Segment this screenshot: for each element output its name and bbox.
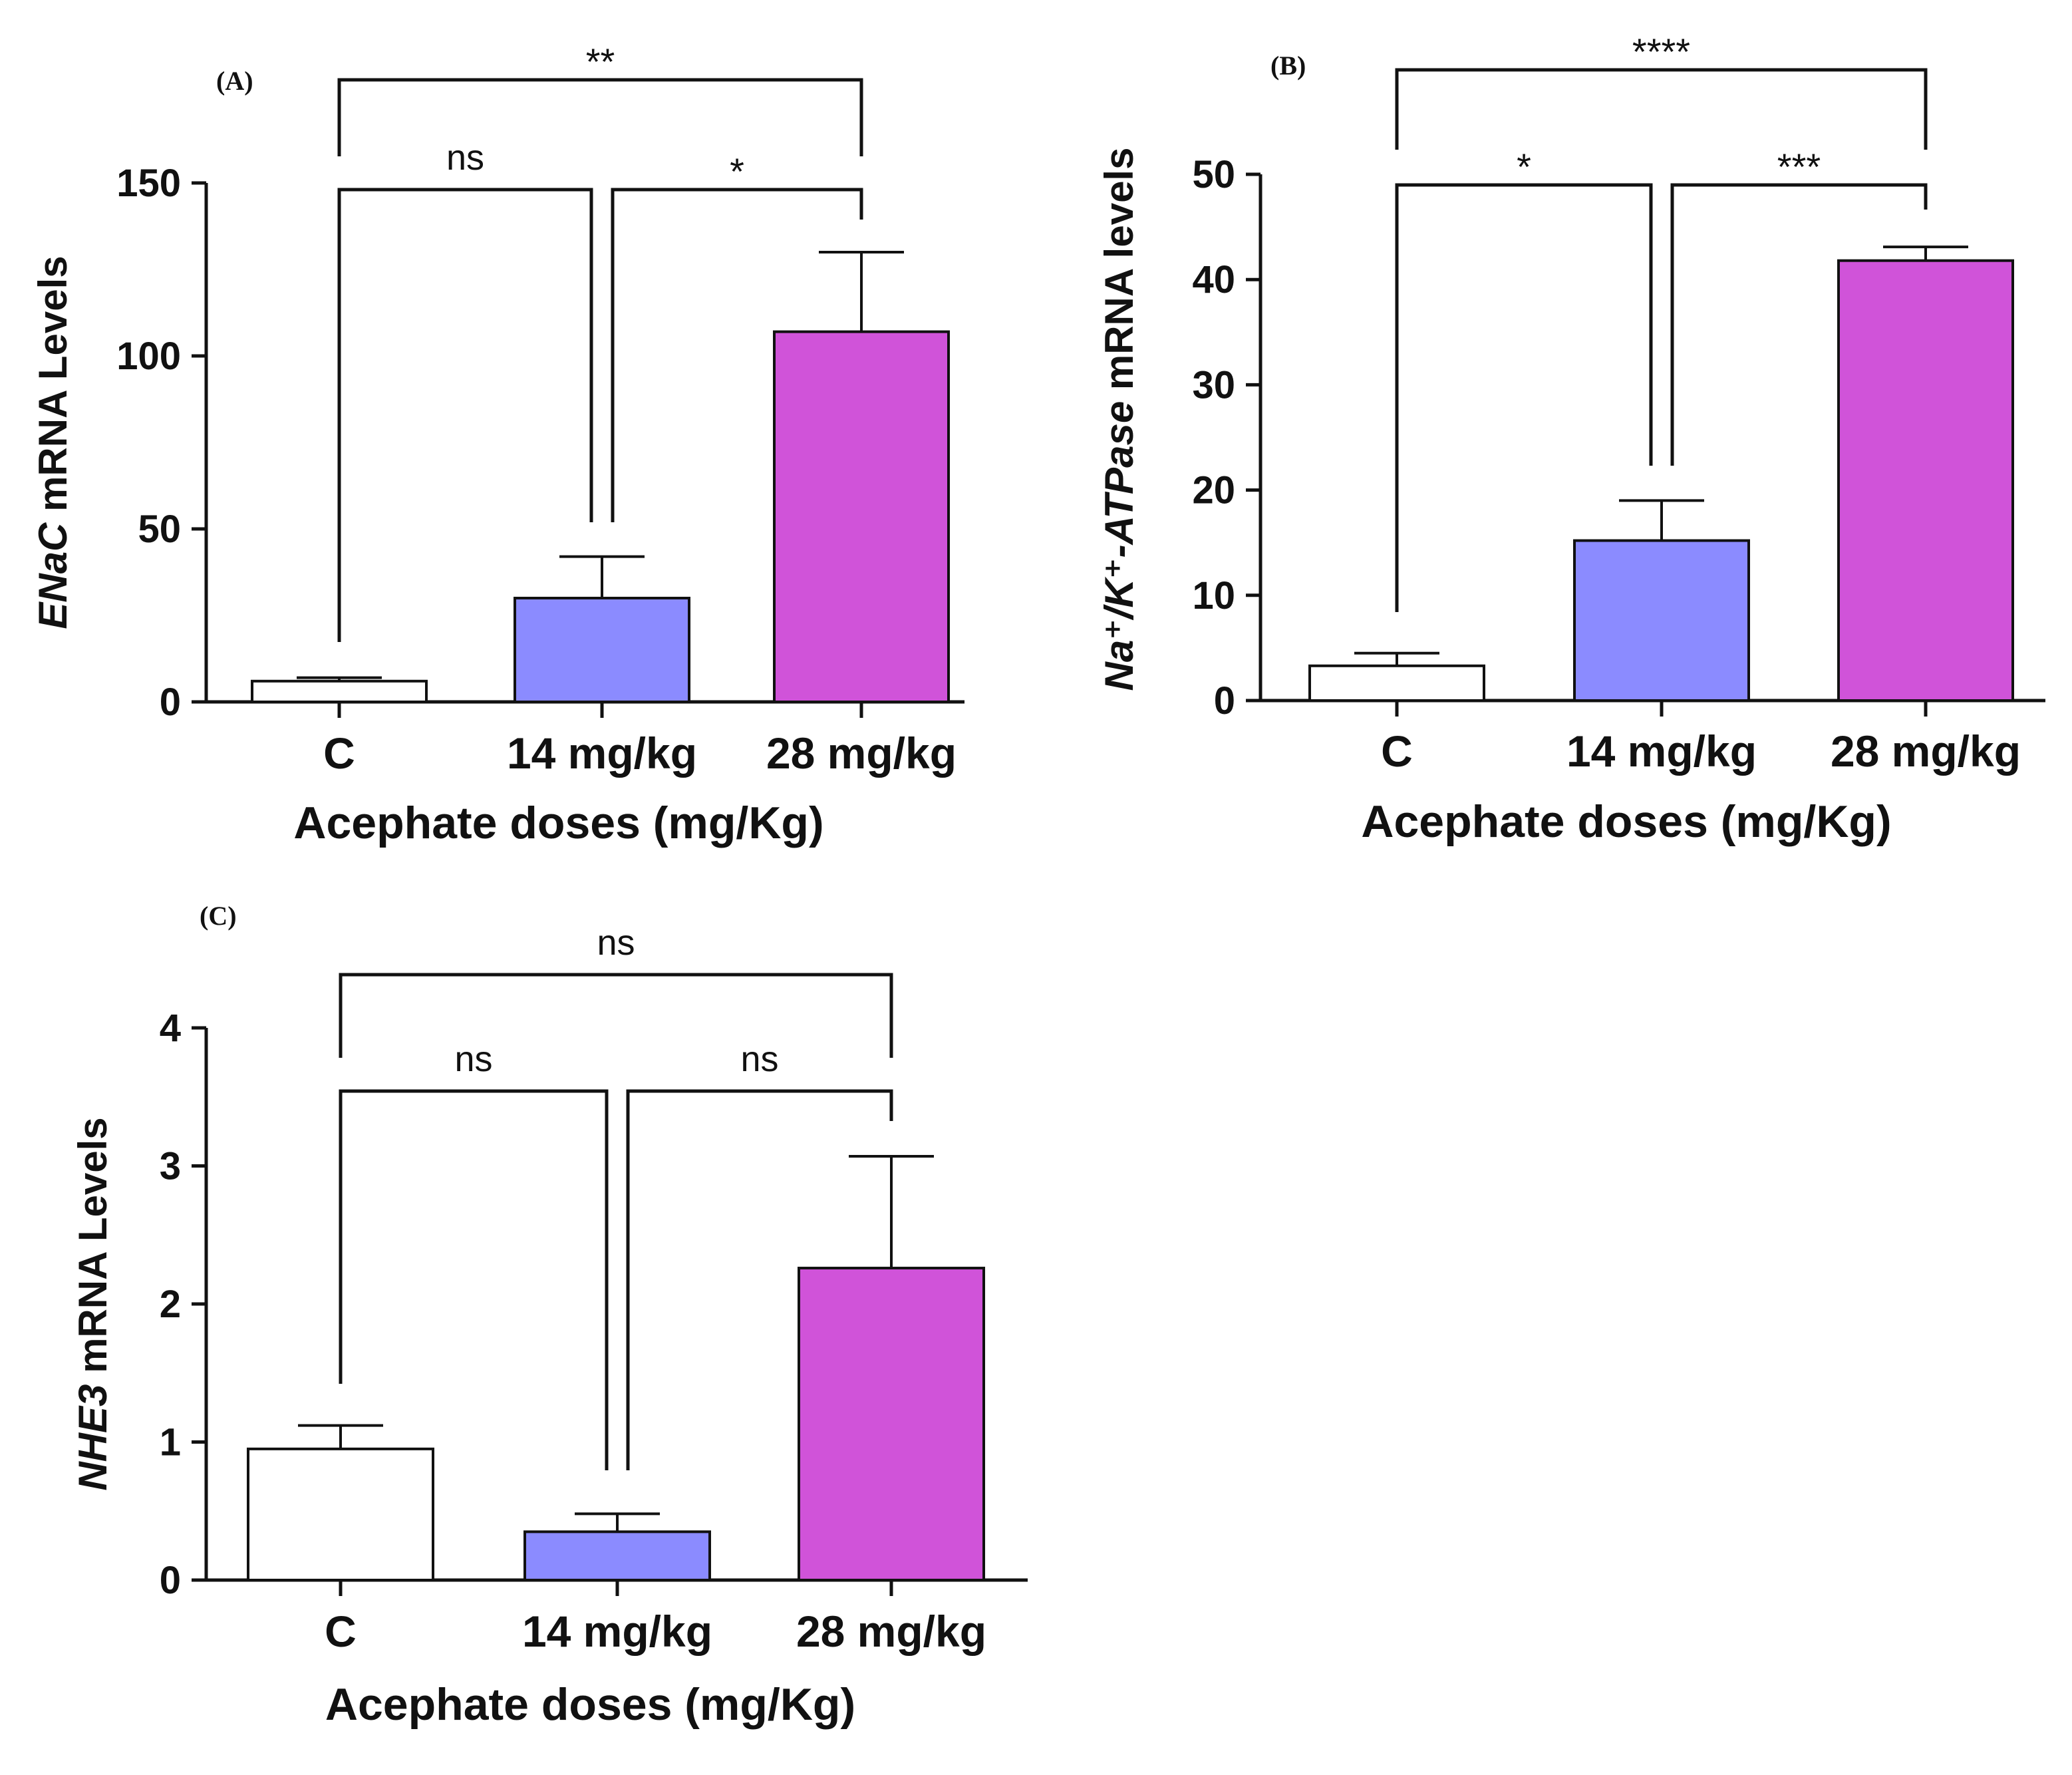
- x-axis-label: Acephate doses (mg/Kg): [1361, 796, 1891, 847]
- bar-control: [251, 679, 428, 703]
- significance-bracket: [1670, 183, 1928, 466]
- significance-bracket: [1395, 68, 1928, 150]
- significance-label: ns: [446, 138, 484, 178]
- y-axis-label: Na⁺/K⁺-ATPase mRNA levels: [1097, 148, 1141, 691]
- significance-label: ****: [1632, 31, 1690, 73]
- x-tick-label: C: [323, 728, 355, 778]
- y-axis-label-gene: NHE3: [71, 1384, 115, 1491]
- panel-label: (C): [200, 901, 237, 931]
- y-axis-label-gene: ENaC: [31, 522, 75, 629]
- x-tick-label: 28 mg/kg: [796, 1607, 986, 1656]
- bar-control: [247, 1447, 434, 1581]
- x-tick-label: 14 mg/kg: [522, 1607, 712, 1656]
- significance-label: ns: [740, 1039, 778, 1079]
- y-tick-label: 20: [1192, 469, 1235, 512]
- y-axis-label-rest: mRNA Levels: [71, 1117, 115, 1384]
- bar-dose-28: [773, 330, 950, 704]
- y-tick-label: 4: [160, 1007, 181, 1050]
- significance-bracket: [1395, 183, 1653, 612]
- y-tick-label: 0: [160, 681, 181, 724]
- y-axis-label-rest: mRNA Levels: [31, 255, 75, 522]
- x-tick-label: C: [325, 1607, 357, 1656]
- x-tick-label: 14 mg/kg: [507, 728, 697, 778]
- y-tick-label: 2: [160, 1283, 181, 1326]
- chart-panel-b: (B) 0 10 20 30 40 50 C 14 mg/kg 28 mg/kg Acephate …: [1097, 31, 2045, 847]
- significance-bracket: [626, 1089, 893, 1470]
- y-axis-label-gene: Na⁺/K⁺-ATPase: [1097, 401, 1141, 691]
- y-tick-label: 40: [1192, 258, 1235, 301]
- y-tick-label: 3: [160, 1145, 181, 1188]
- bar-dose-14: [514, 597, 690, 703]
- y-tick-label: 50: [138, 508, 181, 551]
- bar-control: [1308, 664, 1485, 703]
- significance-label: *: [1517, 146, 1531, 188]
- y-tick-label: 1: [160, 1421, 181, 1464]
- significance-bracket: [337, 188, 593, 642]
- x-tick-label: 28 mg/kg: [1831, 726, 2021, 776]
- x-tick-label: 14 mg/kg: [1566, 726, 1757, 776]
- y-tick-label: 0: [1214, 679, 1235, 723]
- x-tick-label: C: [1381, 726, 1413, 776]
- bar-dose-14: [1573, 539, 1750, 703]
- y-tick-label: 10: [1192, 574, 1235, 617]
- significance-bracket: [611, 188, 863, 522]
- x-tick-label: 28 mg/kg: [766, 728, 957, 778]
- y-tick-label: 100: [116, 335, 181, 378]
- significance-bracket: [339, 973, 893, 1058]
- y-axis-label: NHE3 mRNA Levels: [71, 1117, 115, 1490]
- significance-label: **: [586, 41, 615, 82]
- y-tick-label: 50: [1192, 153, 1235, 196]
- bar-dose-14: [523, 1530, 711, 1581]
- y-axis-label-rest: mRNA levels: [1097, 148, 1141, 401]
- panel-label: (B): [1270, 51, 1306, 81]
- panel-label: (A): [216, 66, 253, 96]
- bar-dose-28: [798, 1267, 985, 1582]
- bar-dose-28: [1837, 259, 2014, 702]
- significance-bracket: [337, 78, 863, 156]
- y-axis-label: ENaC mRNA Levels: [31, 255, 75, 629]
- chart-panel-a: (A) 0 50 100 150 C 14 mg/kg 28 mg/kg Acephate do…: [31, 41, 964, 848]
- significance-bracket: [339, 1089, 609, 1470]
- significance-label: ***: [1777, 146, 1821, 188]
- y-tick-label: 150: [116, 162, 181, 205]
- chart-panel-c: (C) 0 1 2 3 4 C 14 mg/kg 28 mg/kg Acephate doses …: [71, 901, 1028, 1730]
- significance-label: ns: [597, 923, 635, 963]
- y-tick-label: 0: [160, 1559, 181, 1602]
- significance-label: *: [730, 150, 744, 192]
- x-axis-label: Acephate doses (mg/Kg): [325, 1679, 855, 1730]
- y-tick-label: 30: [1192, 363, 1235, 406]
- x-axis-label: Acephate doses (mg/Kg): [293, 798, 823, 848]
- significance-label: ns: [454, 1039, 492, 1079]
